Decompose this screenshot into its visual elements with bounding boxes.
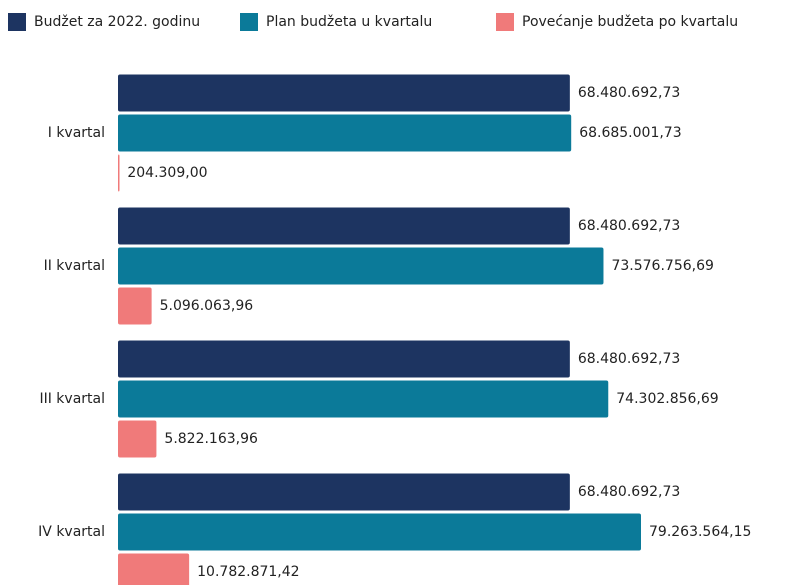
- legend-label: Povećanje budžeta po kvartalu: [522, 14, 738, 30]
- y-tick-label: I kvartal: [48, 125, 105, 141]
- legend-label: Budžet za 2022. godinu: [34, 14, 200, 30]
- legend-swatch: [8, 13, 26, 31]
- data-label: 68.480.692,73: [578, 85, 680, 101]
- bar: [118, 207, 570, 245]
- data-label: 5.096.063,96: [160, 298, 254, 314]
- bar: [118, 380, 609, 418]
- y-tick-label: IV kvartal: [38, 524, 105, 540]
- data-label: 74.302.856,69: [616, 391, 718, 407]
- bar: [118, 154, 120, 192]
- data-label: 68.480.692,73: [578, 484, 680, 500]
- data-label: 5.822.163,96: [164, 431, 258, 447]
- y-tick-label: II kvartal: [44, 258, 105, 274]
- bar: [118, 340, 570, 378]
- bar: [118, 287, 152, 325]
- legend-swatch: [240, 13, 258, 31]
- y-tick-label: III kvartal: [39, 391, 105, 407]
- data-label: 68.685.001,73: [579, 125, 681, 141]
- data-label: 73.576.756,69: [611, 258, 713, 274]
- bar: [118, 247, 604, 285]
- data-label: 68.480.692,73: [578, 351, 680, 367]
- bar: [118, 114, 572, 152]
- legend-label: Plan budžeta u kvartalu: [266, 14, 432, 30]
- data-label: 204.309,00: [127, 165, 207, 181]
- bar: [118, 473, 570, 511]
- bar: [118, 420, 157, 458]
- bar: [118, 513, 641, 551]
- legend-swatch: [496, 13, 514, 31]
- data-label: 79.263.564,15: [649, 524, 751, 540]
- bar: [118, 74, 570, 112]
- data-label: 10.782.871,42: [197, 564, 299, 580]
- data-label: 68.480.692,73: [578, 218, 680, 234]
- bar: [118, 553, 190, 585]
